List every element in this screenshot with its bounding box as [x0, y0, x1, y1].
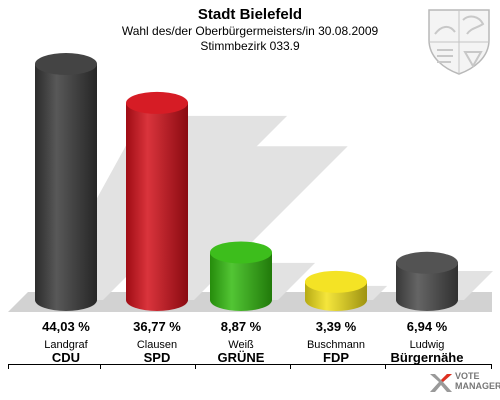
bars: [35, 53, 458, 311]
axis-tick: [100, 364, 101, 369]
party-label: FDP: [323, 350, 349, 365]
chart-header: Stadt Bielefeld Wahl des/der Oberbürgerm…: [0, 6, 500, 54]
axis-tick: [8, 364, 9, 369]
chart-title: Stadt Bielefeld: [197, 6, 303, 23]
axis-tick: [290, 364, 291, 369]
coat-of-arms-icon: [428, 9, 490, 75]
party-label: GRÜNE: [217, 350, 265, 365]
candidate-label: Ludwig: [409, 339, 445, 351]
candidate-label: Clausen: [136, 339, 178, 351]
vote-manager-logo: VOTE MANAGER: [427, 368, 500, 398]
bar-grüne: [210, 241, 272, 311]
party-label: CDU: [51, 350, 81, 365]
value-label: 6,94 %: [406, 319, 448, 334]
logo-line-2: MANAGER: [455, 381, 500, 391]
value-label: 8,87 %: [220, 319, 262, 334]
candidate-label: Landgraf: [44, 339, 88, 351]
logo-line-1: VOTE: [455, 371, 480, 381]
axis-rule: [8, 364, 492, 365]
candidate-label: Weiß: [228, 339, 254, 351]
party-label: Bürgernähe: [390, 350, 464, 365]
bar-fdp: [305, 270, 367, 311]
value-label: 36,77 %: [133, 319, 181, 334]
party-label: SPD: [143, 350, 171, 365]
value-label: 44,03 %: [42, 319, 90, 334]
chart-district: Stimmbezirk 033.9: [200, 39, 300, 53]
axis-tick: [491, 364, 492, 369]
bar-bürgernähe: [396, 251, 458, 311]
axis-tick: [385, 364, 386, 369]
value-label: 3,39 %: [315, 319, 357, 334]
vote-manager-mark-icon: [430, 374, 452, 392]
axis-tick: [195, 364, 196, 369]
candidate-label: Buschmann: [306, 339, 366, 351]
bar-cdu: [35, 53, 97, 311]
chart-subtitle: Wahl des/der Oberbürgermeisters/in 30.08…: [121, 24, 379, 38]
bar-spd: [126, 91, 188, 311]
